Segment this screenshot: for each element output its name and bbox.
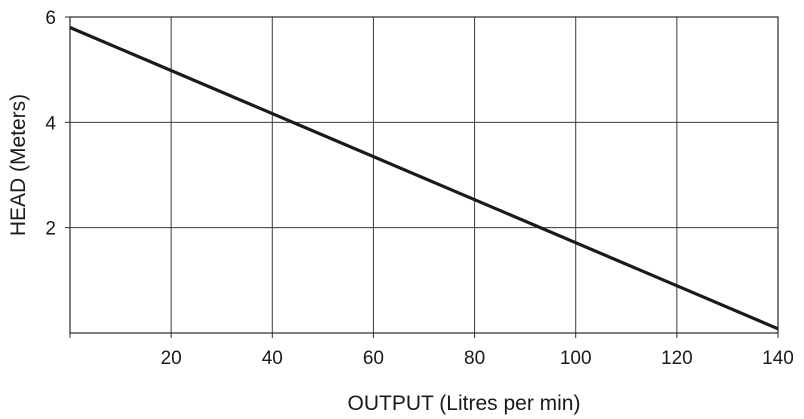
y-axis-title: HEAD (Meters) [7,94,30,236]
grid [70,17,778,333]
x-axis-title: OUTPUT (Litres per min) [348,392,581,415]
x-tick-label: 120 [661,348,693,369]
x-tick-label: 60 [363,348,384,369]
x-tick-label: 140 [762,348,794,369]
tick-labels: 20 40 60 80 100 120 140 2 4 6 [45,8,793,369]
y-tick-label: 2 [45,219,56,240]
x-tick-label: 100 [560,348,592,369]
x-tick-label: 40 [262,348,283,369]
y-tick-label: 4 [45,113,56,134]
axes [65,16,779,338]
plot-frame [69,16,779,334]
x-tick-label: 80 [464,348,485,369]
series [69,26,779,331]
series-line [69,26,779,331]
x-tick-label: 20 [161,348,182,369]
y-tick-label: 6 [45,8,56,29]
